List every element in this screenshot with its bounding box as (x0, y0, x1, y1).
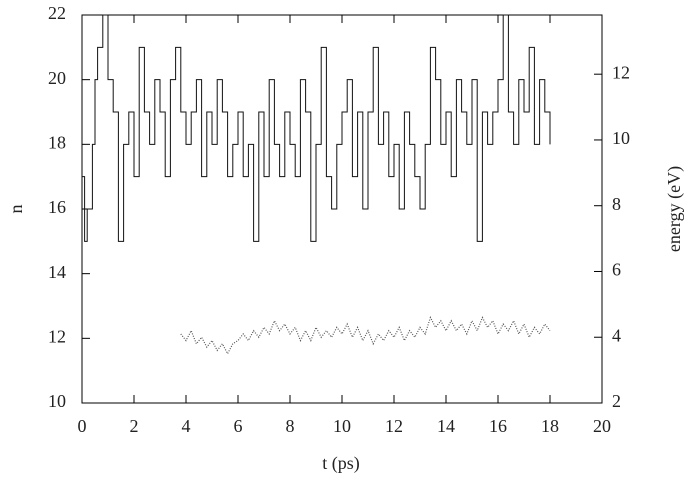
x-tick-label: 8 (286, 416, 295, 436)
y-tick-label: 16 (48, 197, 66, 217)
x-tick-label: 14 (437, 416, 455, 436)
x-tick-label: 18 (541, 416, 559, 436)
x-tick-label: 6 (234, 416, 243, 436)
y2-tick-label: 6 (612, 260, 621, 280)
y2-tick-label: 12 (612, 62, 630, 82)
x-axis-label: t (ps) (322, 453, 360, 474)
y-tick-label: 18 (48, 132, 66, 152)
y-tick-label: 22 (48, 3, 66, 23)
y-tick-label: 10 (48, 391, 66, 411)
plot-frame (81, 14, 603, 404)
x-tick-label: 16 (489, 416, 507, 436)
y-axis-label: n (6, 205, 26, 214)
x-tick-label: 4 (182, 416, 191, 436)
x-tick-label: 20 (593, 416, 611, 436)
y2-axis-label: energy (eV) (664, 166, 685, 252)
y-tick-label: 12 (48, 326, 66, 346)
y2-tick-label: 10 (612, 128, 630, 148)
step-line (82, 14, 551, 242)
x-tick-label: 12 (385, 416, 403, 436)
x-tick-label: 0 (78, 416, 87, 436)
x-tick-label: 10 (333, 416, 351, 436)
y2-tick-label: 2 (612, 391, 621, 411)
y2-tick-label: 4 (612, 325, 621, 345)
x-tick-label: 2 (130, 416, 139, 436)
dotted-line (180, 315, 551, 355)
y-tick-label: 14 (48, 262, 66, 282)
y-tick-label: 20 (48, 68, 66, 88)
y2-tick-label: 8 (612, 194, 621, 214)
